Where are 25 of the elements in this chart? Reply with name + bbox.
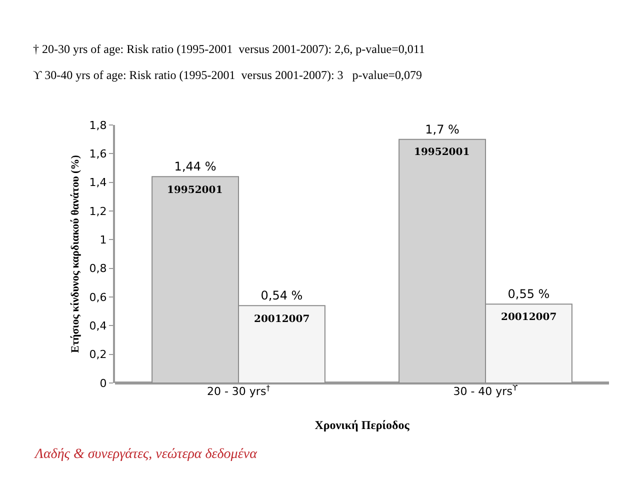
y-tick-label: 0,8 [89,262,107,276]
text: 19952001 [167,185,223,196]
text: † 20-30 yrs of age: Risk ratio (1995-2001 versus 2001-2007): 2,6, p-value=0,011 [33,42,425,56]
y-tick-label: 1,8 [89,118,107,132]
data-label: 0,55 % [508,287,550,302]
x-axis-title: Χρονική Περίοδος [314,418,410,432]
y-tick-label: 0 [100,376,107,390]
series-label: 19952001 [414,147,470,158]
text: 20012007 [254,314,310,325]
y-tick-label: 1,6 [89,148,107,161]
y-tick-label: 1,4 [89,176,107,190]
y-tick-label: 0,4 [89,320,107,333]
y-tick-label: 1,2 [89,204,107,218]
x-tick-label: 30 - 40 yrs$^{ϒ}$ [453,383,518,398]
data-label: 1,7 % [425,122,460,136]
text: ϒ 30-40 yrs of age: Risk ratio (1995-2001 versus 2001-2007): 3 p-value=0,079 [33,68,422,82]
y-tick-label: 1 [100,234,107,247]
data-label: 1,44 % [174,160,216,174]
y-tick-label: 0,6 [89,290,107,304]
y-tick-label: 0,2 [89,348,107,362]
y-axis-title: Ετήσιος κίνδυνος καρδιακού θανάτου (%) [69,154,82,353]
x-tick-label: 20 - 30 yrs$^{†}$ [206,383,270,398]
series-label: 20012007 [501,312,557,323]
text: Λαδής & συνεργάτες, νεώτερα δεδομένα [33,447,258,462]
data-label: 0,54 % [260,288,303,303]
